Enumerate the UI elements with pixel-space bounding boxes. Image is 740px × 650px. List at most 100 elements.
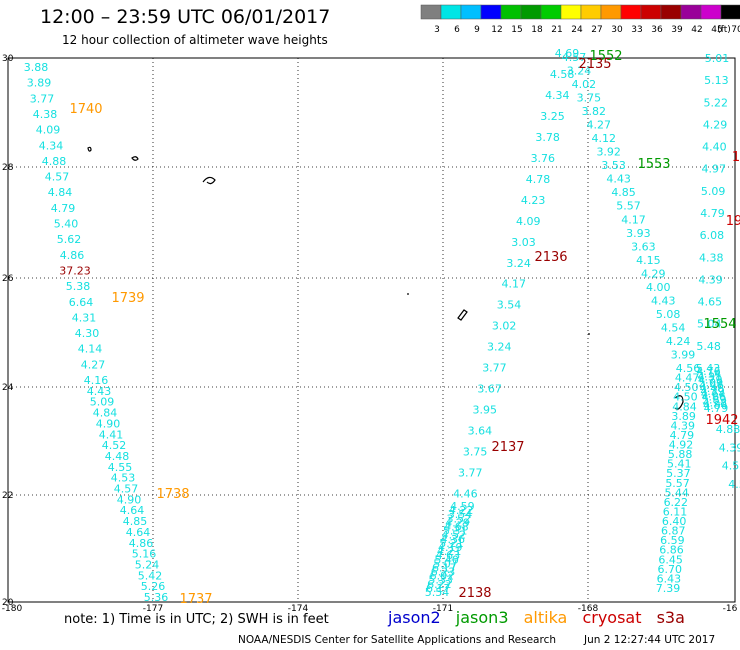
pass-label-jason3: 1553 — [637, 157, 670, 172]
swh-value-label: 4.64 — [701, 388, 726, 401]
generated-timestamp: Jun 2 12:27:44 UTC 2017 — [584, 634, 716, 646]
swh-value-label: 5.14 — [697, 368, 722, 381]
swh-value-label: 6.23 — [431, 566, 456, 579]
map-title: 12:00 – 23:59 UTC 06/01/2017 — [40, 6, 331, 28]
swh-value-label: 5.22 — [703, 96, 728, 109]
colorbar-tick: 3 — [434, 25, 440, 35]
swh-value-label: 4.23 — [521, 194, 546, 207]
y-tick-label: 24 — [2, 383, 14, 393]
swh-value-label: 4.24 — [666, 335, 691, 348]
swh-value-label: 4.02 — [572, 78, 597, 91]
pass-label-s3a: 2136 — [534, 250, 567, 265]
swh-value-label: 5.31 — [443, 525, 468, 538]
swh-value-label: 4.22 — [449, 504, 474, 517]
swh-value-label: 3.78 — [535, 131, 560, 144]
swh-value-label: 3.92 — [596, 146, 621, 159]
units-note: note: 1) Time is in UTC; 2) SWH is in fe… — [64, 612, 329, 627]
swh-value-label: 4.19 — [438, 541, 463, 554]
pass-label-jason3: 1552 — [589, 49, 622, 64]
map-frame — [7, 57, 736, 603]
swh-value-label: 4.31 — [697, 371, 722, 384]
swh-value-label: 3.54 — [448, 508, 473, 521]
colorbar-tick: 70 — [731, 25, 740, 35]
island-outline — [202, 176, 216, 185]
pass-label-altika: 1740 — [69, 102, 102, 117]
swh-value-label: 5.08 — [656, 308, 681, 321]
legend-jason2: jason2 — [388, 608, 441, 627]
swh-value-label: 3.75 — [577, 92, 602, 105]
swh-value-label: 4.79 — [700, 207, 725, 220]
island-outline — [457, 309, 468, 321]
swh-value-label: 4.84 — [48, 186, 73, 199]
swh-value-label: 37.23 — [59, 264, 91, 277]
swh-value-label: 4.85 — [611, 186, 636, 199]
swh-value-label: 4.84 — [672, 400, 697, 413]
swh-value-label: 4.17 — [502, 278, 527, 291]
legend-altika: altika — [523, 608, 568, 627]
swh-value-label: 4.57 — [45, 171, 70, 184]
swh-value-label: 4.64 — [126, 526, 151, 539]
swh-value-label: 5.40 — [54, 218, 79, 231]
swh-value-label: 4.39 — [671, 419, 696, 432]
swh-value-label: 5.37 — [666, 467, 691, 480]
swh-value-label: 3.76 — [531, 152, 556, 165]
swh-value-label: 3.89 — [27, 77, 52, 90]
swh-value-label: 4.15 — [636, 254, 661, 267]
satellite-legend: jason2 jason3 altika cryosat s3a — [388, 608, 695, 627]
y-tick-label: 22 — [2, 491, 13, 501]
swh-value-label: 4.27 — [81, 358, 106, 371]
swh-value-label: 5.13 — [704, 74, 729, 87]
colorbar-tick: 6 — [454, 25, 460, 35]
swh-value-label: 3.54 — [497, 299, 522, 312]
swh-value-label: 3.24 — [506, 257, 531, 270]
swh-value-label: 5.57 — [616, 200, 641, 213]
swh-value-label: 4.84 — [703, 399, 728, 412]
swh-value-label: 5.21 — [439, 537, 464, 550]
swh-value-label: 6.45 — [658, 553, 683, 566]
colorbar-tick: 15 — [511, 25, 522, 35]
swh-value-label: 5.33 — [428, 574, 453, 587]
swh-value-label: 4.68 — [444, 521, 469, 534]
swh-value-label: 4.64 — [120, 504, 145, 517]
colorbar-tick: 18 — [531, 25, 543, 35]
colorbar-tick: 39 — [671, 25, 683, 35]
swh-value-label: 4.52 — [102, 439, 127, 452]
swh-value-label: 3.82 — [582, 105, 607, 118]
swh-value-label: 6.11 — [663, 505, 688, 518]
swh-value-label: 4.97 — [702, 163, 727, 176]
colorbar-tick: 33 — [631, 25, 642, 35]
swh-value-label: 6.70 — [657, 563, 682, 576]
swh-value-label: 4.40 — [702, 141, 727, 154]
swh-value-label: 4.85 — [123, 515, 148, 528]
swh-value-label: 4.21 — [437, 545, 462, 558]
swh-value-label: 4.30 — [75, 327, 100, 340]
swh-value-label: 4.84 — [93, 407, 118, 420]
swh-value-label: 4.39 — [698, 273, 723, 286]
swh-value-label: 4.43 — [651, 294, 676, 307]
swh-value-label: 5.44 — [664, 486, 689, 499]
swh-value-label: 3.24 — [487, 341, 512, 354]
pass-label-cryosat: 1 — [732, 150, 740, 165]
swh-value-label: 4.88 — [42, 155, 67, 168]
swh-value-label: 5.09 — [90, 396, 115, 409]
swh-value-label: 4.46 — [453, 488, 478, 501]
swh-value-label: 5.62 — [57, 233, 82, 246]
colorbar-tick: 45 — [711, 25, 722, 35]
swh-value-label: 4.28 — [703, 396, 728, 409]
swh-value-label: 4.86 — [129, 537, 154, 550]
colorbar-tick: 24 — [571, 25, 583, 35]
colorbar-tick: 9 — [474, 25, 480, 35]
swh-value-label: 3.89 — [671, 410, 696, 423]
swh-value-label: 5.09 — [699, 376, 724, 389]
swh-value-label: 3.64 — [468, 425, 493, 438]
swh-value-label: 5.04 — [697, 318, 722, 331]
swh-value-label: 4.56 — [676, 362, 701, 375]
swh-value-label: 4.39 — [719, 441, 740, 454]
swh-value-label: 4.53 — [111, 472, 136, 485]
swh-value-label: 6.22 — [664, 496, 689, 509]
swh-value-label: 4.58 — [550, 68, 575, 81]
swh-value-label: 4.36 — [440, 533, 465, 546]
swh-value-label: 5.89 — [702, 393, 727, 406]
x-tick-label: -180 — [2, 604, 23, 614]
colorbar-tick: 21 — [551, 25, 562, 35]
